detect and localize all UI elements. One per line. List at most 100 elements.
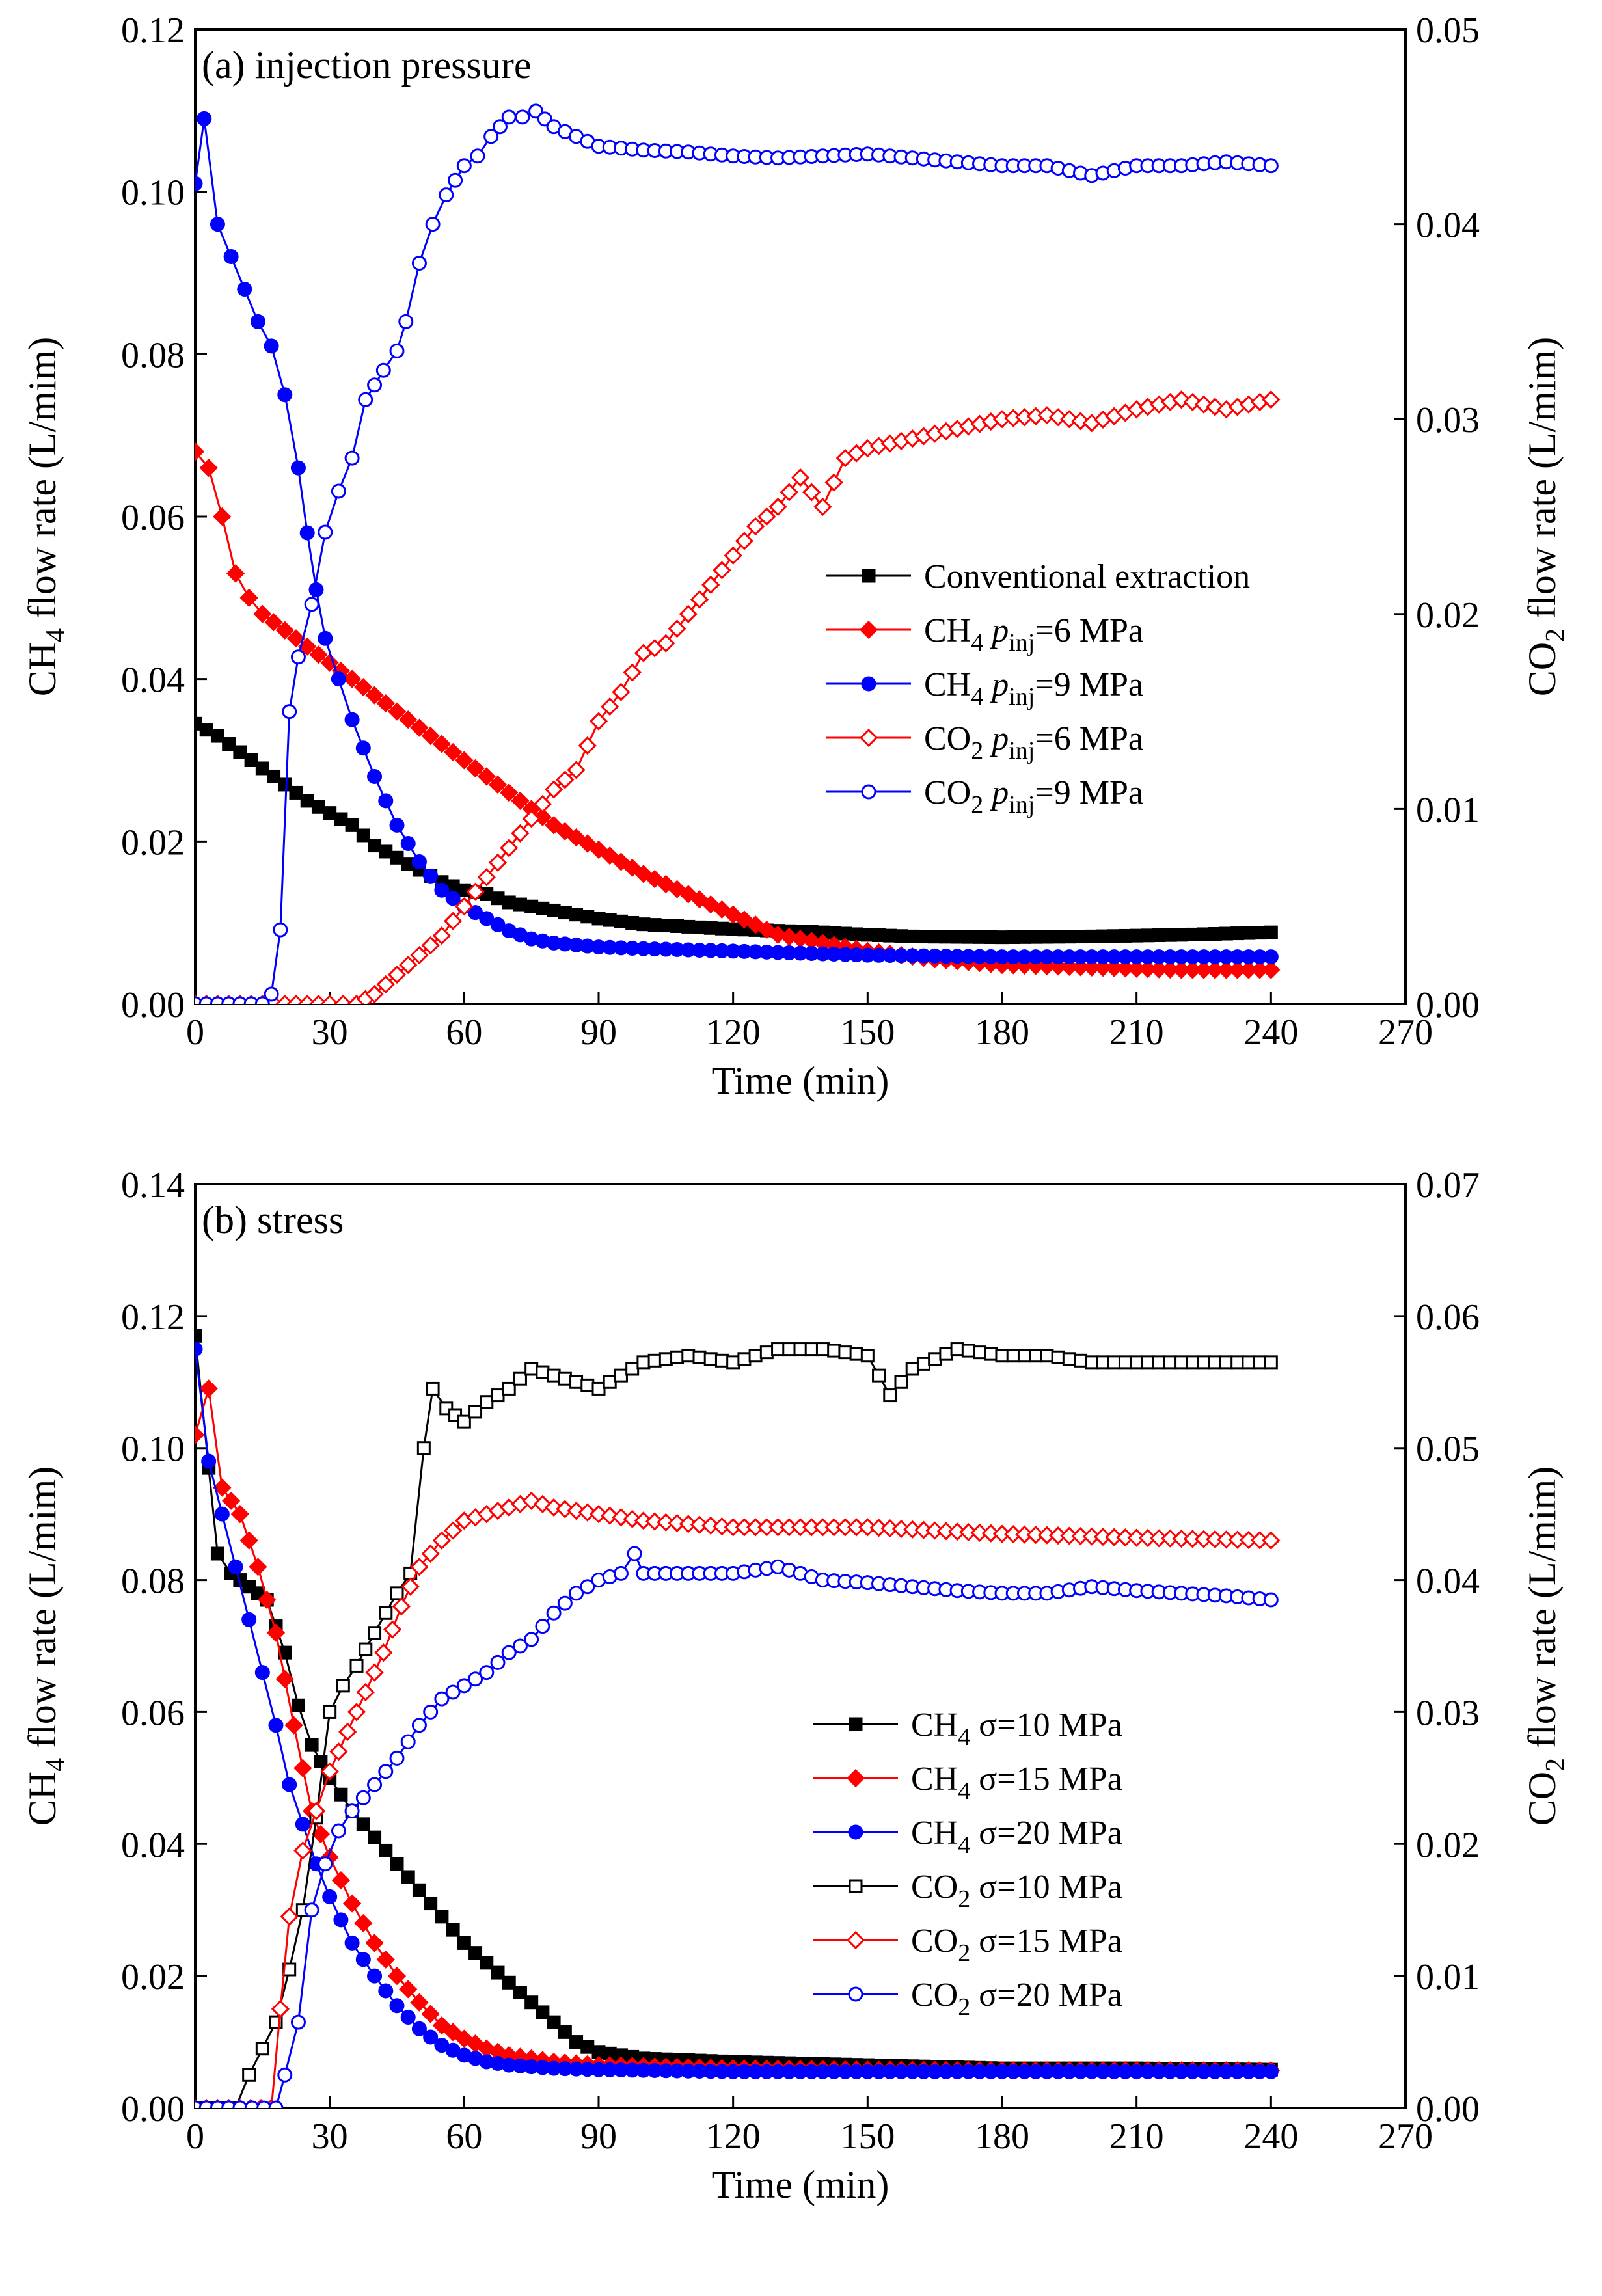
y-tick-label: 0.10 xyxy=(121,173,185,213)
legend-text xyxy=(983,666,992,703)
data-point xyxy=(726,922,740,936)
data-point xyxy=(221,996,237,1004)
data-point xyxy=(426,1381,440,1396)
legend-label: CO2 pinj=9 MPa xyxy=(924,774,1143,818)
data-point xyxy=(771,1342,785,1357)
data-point xyxy=(748,1349,763,1363)
data-point xyxy=(1263,949,1279,965)
data-point xyxy=(1253,926,1267,940)
data-point xyxy=(401,1870,415,1884)
x-tick-label: 30 xyxy=(312,1012,348,1053)
data-point xyxy=(311,1824,331,1844)
y2-tick-label: 0.04 xyxy=(1416,206,1480,246)
data-point xyxy=(299,525,315,541)
data-point xyxy=(221,1491,241,1510)
data-point xyxy=(338,1722,357,1741)
y-tick-label: 0.14 xyxy=(121,1165,185,1206)
data-point xyxy=(1118,1355,1132,1370)
data-point xyxy=(939,1347,953,1361)
data-point xyxy=(255,2042,269,2056)
plot-frame xyxy=(194,1183,1407,2109)
data-point xyxy=(345,818,359,832)
data-point xyxy=(578,736,597,755)
data-point xyxy=(195,1342,203,1357)
legend-text: σ=10 MPa xyxy=(970,1707,1122,1744)
data-point xyxy=(379,844,393,859)
x-tick-label: 60 xyxy=(446,2116,482,2157)
data-point xyxy=(513,1986,527,1999)
data-point xyxy=(210,729,224,743)
y-tick-label: 0.12 xyxy=(121,10,185,51)
data-point xyxy=(334,812,348,826)
series-co2-pinj-9-mpa xyxy=(195,103,1279,1004)
data-point xyxy=(567,828,586,847)
legend-text: CO xyxy=(911,1977,958,2014)
legend-text: p xyxy=(989,774,1009,811)
data-point xyxy=(916,1357,930,1371)
legend-text: CO xyxy=(911,1869,958,1906)
series-co2-15-mpa xyxy=(195,1491,1281,2108)
data-point xyxy=(492,119,508,135)
y-axis-label: CH4 flow rate (L/mim) xyxy=(21,1466,71,1826)
data-point xyxy=(703,921,718,935)
y-axis-label: CH4 flow rate (L/mim) xyxy=(21,337,71,697)
data-point xyxy=(318,630,333,646)
data-point xyxy=(1141,928,1155,943)
data-point xyxy=(490,917,506,932)
x-axis-label: Time (min) xyxy=(712,2163,889,2206)
data-point xyxy=(389,1998,405,2014)
data-point xyxy=(589,840,608,859)
data-point xyxy=(239,588,258,607)
data-point xyxy=(512,1638,528,1654)
data-point xyxy=(446,1923,460,1937)
data-point xyxy=(228,1559,243,1574)
data-point xyxy=(872,928,886,943)
data-point xyxy=(759,1345,774,1360)
data-point xyxy=(657,634,675,653)
legend-subscript: 4 xyxy=(958,1777,970,1805)
data-point xyxy=(1163,928,1177,942)
x-tick-label: 0 xyxy=(186,2116,204,2157)
chart-panel-injection-pressure: 0 30 60 90 120 150 180 210 240 2700.000.020.040.0… xyxy=(21,10,1571,1102)
data-point xyxy=(569,1375,584,1389)
y-tick-label: 0.06 xyxy=(121,1693,185,1733)
data-point xyxy=(601,697,619,716)
legend-marker xyxy=(846,1930,865,1950)
data-point xyxy=(456,158,472,174)
data-point xyxy=(400,1734,416,1749)
data-point xyxy=(1029,1349,1043,1363)
data-point xyxy=(249,1558,267,1576)
data-point xyxy=(368,1626,382,1640)
data-point xyxy=(250,314,265,329)
y-axis-label-main: CH xyxy=(21,642,64,696)
data-point xyxy=(455,751,474,770)
data-point xyxy=(612,1508,631,1527)
data-point xyxy=(342,669,362,688)
data-point xyxy=(457,1414,471,1429)
data-point xyxy=(782,1342,796,1357)
legend-item: CH4 σ=15 MPa xyxy=(813,1761,1122,1805)
data-point xyxy=(266,1623,286,1642)
data-point xyxy=(768,497,787,517)
data-point xyxy=(1174,928,1189,942)
data-point xyxy=(432,735,452,753)
x-tick-label: 240 xyxy=(1243,1012,1298,1053)
data-point xyxy=(244,2100,260,2108)
data-point xyxy=(412,1883,426,1897)
data-point xyxy=(511,824,530,843)
legend-marker xyxy=(861,784,876,800)
data-point xyxy=(557,1595,573,1611)
legend-item: CH4 pinj=6 MPa xyxy=(826,612,1143,656)
data-point xyxy=(323,806,337,820)
data-point xyxy=(670,919,685,933)
data-point xyxy=(311,800,325,814)
data-point xyxy=(556,822,575,841)
data-point xyxy=(1208,926,1222,941)
data-point xyxy=(1085,929,1099,943)
data-point xyxy=(636,917,651,932)
data-point xyxy=(359,1642,373,1656)
data-point xyxy=(1017,1349,1031,1363)
data-point xyxy=(703,1352,718,1366)
data-point xyxy=(491,1965,505,1980)
x-tick-label: 150 xyxy=(840,1012,895,1053)
